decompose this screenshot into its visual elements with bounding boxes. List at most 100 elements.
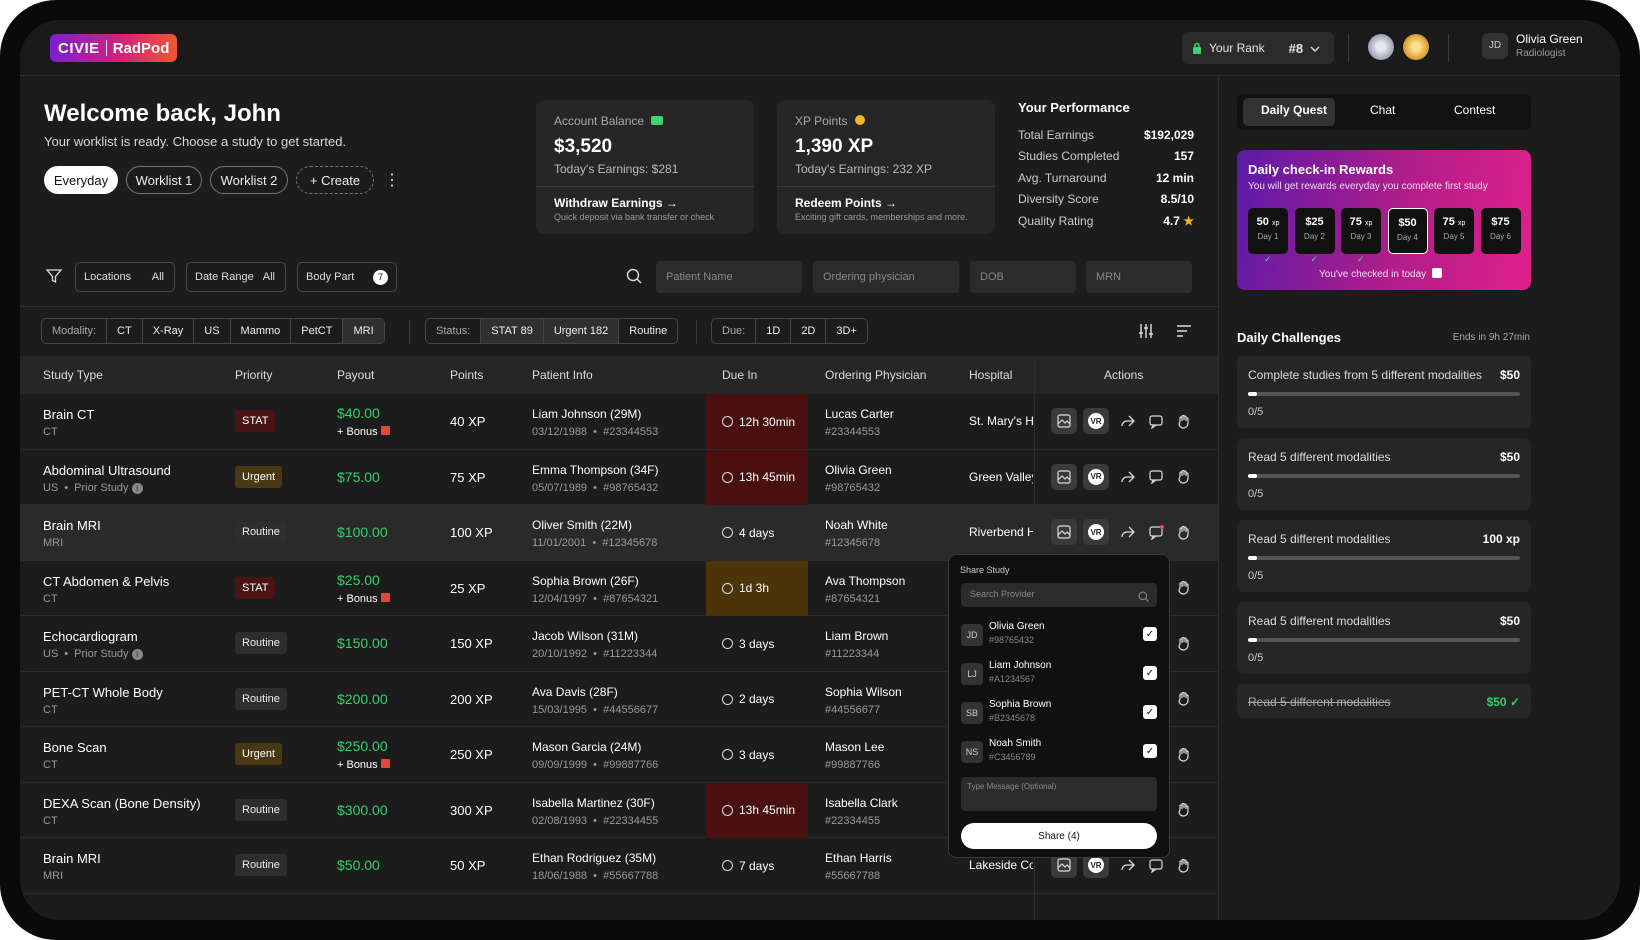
worklist-tab-everyday[interactable]: Everyday: [44, 166, 118, 194]
col-ordering-physician[interactable]: Ordering Physician: [825, 368, 927, 382]
checkin-day[interactable]: 75 xp Day 3: [1341, 208, 1381, 254]
checkin-day[interactable]: $75 Day 6: [1480, 208, 1521, 254]
table-row[interactable]: CT Abdomen & Pelvis CT STAT $25.00 + Bon…: [20, 560, 1218, 616]
comment-icon[interactable]: [1143, 464, 1169, 490]
app-logo[interactable]: CIVIE RadPod: [50, 34, 178, 62]
col-due-in[interactable]: Due In: [722, 368, 758, 382]
rank-dropdown[interactable]: Your Rank #8: [1182, 32, 1334, 64]
share-icon[interactable]: [1115, 852, 1141, 878]
vr-button[interactable]: VR: [1083, 408, 1109, 434]
status-stat[interactable]: STAT 89: [480, 319, 543, 343]
table-row[interactable]: Brain MRI MRI Routine $100.00 100 XP Oli…: [20, 505, 1218, 561]
sliders-icon[interactable]: [1138, 323, 1154, 344]
claim-hand-icon[interactable]: [1171, 464, 1197, 490]
mrn-input[interactable]: MRN: [1086, 261, 1192, 293]
challenge-card[interactable]: Read 5 different modalities 100 xp 0/5: [1237, 520, 1531, 592]
table-row[interactable]: PET-CT Whole Body CT Routine $200.00 200…: [20, 672, 1218, 727]
create-worklist-button[interactable]: + Create: [296, 166, 374, 194]
checkbox[interactable]: ✓: [1143, 627, 1157, 641]
more-icon[interactable]: ⋮: [384, 172, 400, 189]
challenge-text: Complete studies from 5 different modali…: [1248, 368, 1482, 382]
body-part-filter[interactable]: Body Part 7: [297, 262, 397, 292]
table-row[interactable]: Bone Scan CT Urgent $250.00 + Bonus 250 …: [20, 727, 1218, 783]
modality-mammo[interactable]: Mammo: [229, 319, 291, 343]
vr-button[interactable]: VR: [1083, 519, 1109, 545]
col-priority[interactable]: Priority: [235, 368, 273, 382]
provider-row[interactable]: LJ Liam Johnson #A1234567 ✓: [961, 658, 1159, 692]
challenge-card[interactable]: Complete studies from 5 different modali…: [1237, 356, 1531, 428]
checkin-day[interactable]: 75 xp Day 5: [1434, 208, 1474, 254]
comment-icon[interactable]: [1143, 408, 1169, 434]
table-row[interactable]: Abdominal Ultrasound US • Prior Study i Ur…: [20, 449, 1218, 505]
filter-icon[interactable]: [45, 268, 63, 289]
modality-mri[interactable]: MRI: [342, 319, 384, 343]
tab-daily-quest[interactable]: Daily Quest: [1261, 103, 1328, 117]
col-points[interactable]: Points: [450, 368, 484, 382]
checkbox[interactable]: ✓: [1143, 744, 1157, 758]
locations-filter[interactable]: Locations All: [75, 262, 175, 292]
col-study-type[interactable]: Study Type: [43, 368, 103, 382]
claim-hand-icon[interactable]: [1171, 519, 1197, 545]
share-icon[interactable]: [1115, 408, 1141, 434]
claim-hand-icon[interactable]: [1171, 408, 1197, 434]
modality-xray[interactable]: X-Ray: [141, 319, 194, 343]
modality-us[interactable]: US: [193, 319, 229, 343]
search-icon[interactable]: [626, 268, 642, 289]
table-row[interactable]: Echocardiogram US • Prior Study i Routine …: [20, 616, 1218, 672]
gold-badge-icon[interactable]: [1403, 34, 1429, 60]
status-routine[interactable]: Routine: [618, 319, 677, 343]
challenge-card[interactable]: Read 5 different modalities $50 0/5: [1237, 438, 1531, 510]
silver-badge-icon[interactable]: [1368, 34, 1394, 60]
date-range-filter[interactable]: Date Range All: [186, 262, 286, 292]
share-icon[interactable]: [1115, 519, 1141, 545]
due-2d[interactable]: 2D: [790, 319, 825, 343]
challenge-card[interactable]: Read 5 different modalities $50 0/5: [1237, 602, 1531, 674]
due-3d[interactable]: 3D+: [825, 319, 867, 343]
tab-contest[interactable]: Contest: [1454, 103, 1496, 117]
image-viewer-button[interactable]: [1051, 408, 1077, 434]
checkin-day[interactable]: 50 xp Day 1: [1248, 208, 1288, 254]
claim-hand-icon[interactable]: [1171, 852, 1197, 878]
redeem-points-link[interactable]: Redeem Points →: [795, 196, 898, 210]
ordering-physician-input[interactable]: Ordering physician: [813, 261, 959, 293]
claim-hand-icon[interactable]: [1171, 575, 1197, 601]
comment-icon[interactable]: [1143, 852, 1169, 878]
image-viewer-button[interactable]: [1051, 519, 1077, 545]
claim-hand-icon[interactable]: [1171, 741, 1197, 767]
col-patient-info[interactable]: Patient Info: [532, 368, 593, 382]
worklist-tab-2[interactable]: Worklist 2: [210, 166, 288, 194]
user-menu[interactable]: JD Olivia Green Radiologist: [1482, 32, 1583, 59]
provider-row[interactable]: JD Olivia Green #98765432 ✓: [961, 619, 1159, 653]
checkin-day[interactable]: $25 Day 2: [1294, 208, 1335, 254]
checkin-day[interactable]: $50 Day 4: [1387, 208, 1428, 254]
status-urgent[interactable]: Urgent 182: [542, 319, 619, 343]
patient-name-input[interactable]: Patient Name: [656, 261, 802, 293]
share-icon[interactable]: [1115, 464, 1141, 490]
col-hospital[interactable]: Hospital: [969, 368, 1013, 382]
table-row[interactable]: Brain CT CT STAT $40.00 + Bonus 40 XP Li…: [20, 394, 1218, 450]
challenges-title: Daily Challenges: [1237, 330, 1342, 345]
checkbox[interactable]: ✓: [1143, 666, 1157, 680]
message-input[interactable]: Type Message (Optional): [961, 777, 1157, 811]
vr-button[interactable]: VR: [1083, 463, 1109, 490]
provider-row[interactable]: NS Noah Smith #C3456789 ✓: [961, 736, 1159, 770]
due-1d[interactable]: 1D: [755, 319, 790, 343]
search-provider-input[interactable]: Search Provider: [961, 583, 1157, 607]
sort-icon[interactable]: [1176, 323, 1192, 344]
claim-hand-icon[interactable]: [1171, 797, 1197, 823]
claim-hand-icon[interactable]: [1171, 686, 1197, 712]
modality-ct[interactable]: CT: [106, 319, 142, 343]
share-button[interactable]: Share (4): [961, 823, 1157, 849]
modality-petct[interactable]: PetCT: [290, 319, 342, 343]
image-viewer-button[interactable]: [1051, 463, 1077, 490]
col-payout[interactable]: Payout: [337, 368, 375, 382]
table-row[interactable]: DEXA Scan (Bone Density) CT Routine $300…: [20, 782, 1218, 838]
checkbox[interactable]: ✓: [1143, 705, 1157, 719]
worklist-tab-1[interactable]: Worklist 1: [126, 166, 202, 194]
comment-icon[interactable]: [1143, 519, 1169, 545]
withdraw-earnings-link[interactable]: Withdraw Earnings →: [554, 196, 678, 210]
provider-row[interactable]: SB Sophia Brown #B2345678 ✓: [961, 697, 1159, 731]
claim-hand-icon[interactable]: [1171, 630, 1197, 656]
tab-chat[interactable]: Chat: [1370, 103, 1396, 117]
dob-input[interactable]: DOB: [970, 261, 1076, 293]
